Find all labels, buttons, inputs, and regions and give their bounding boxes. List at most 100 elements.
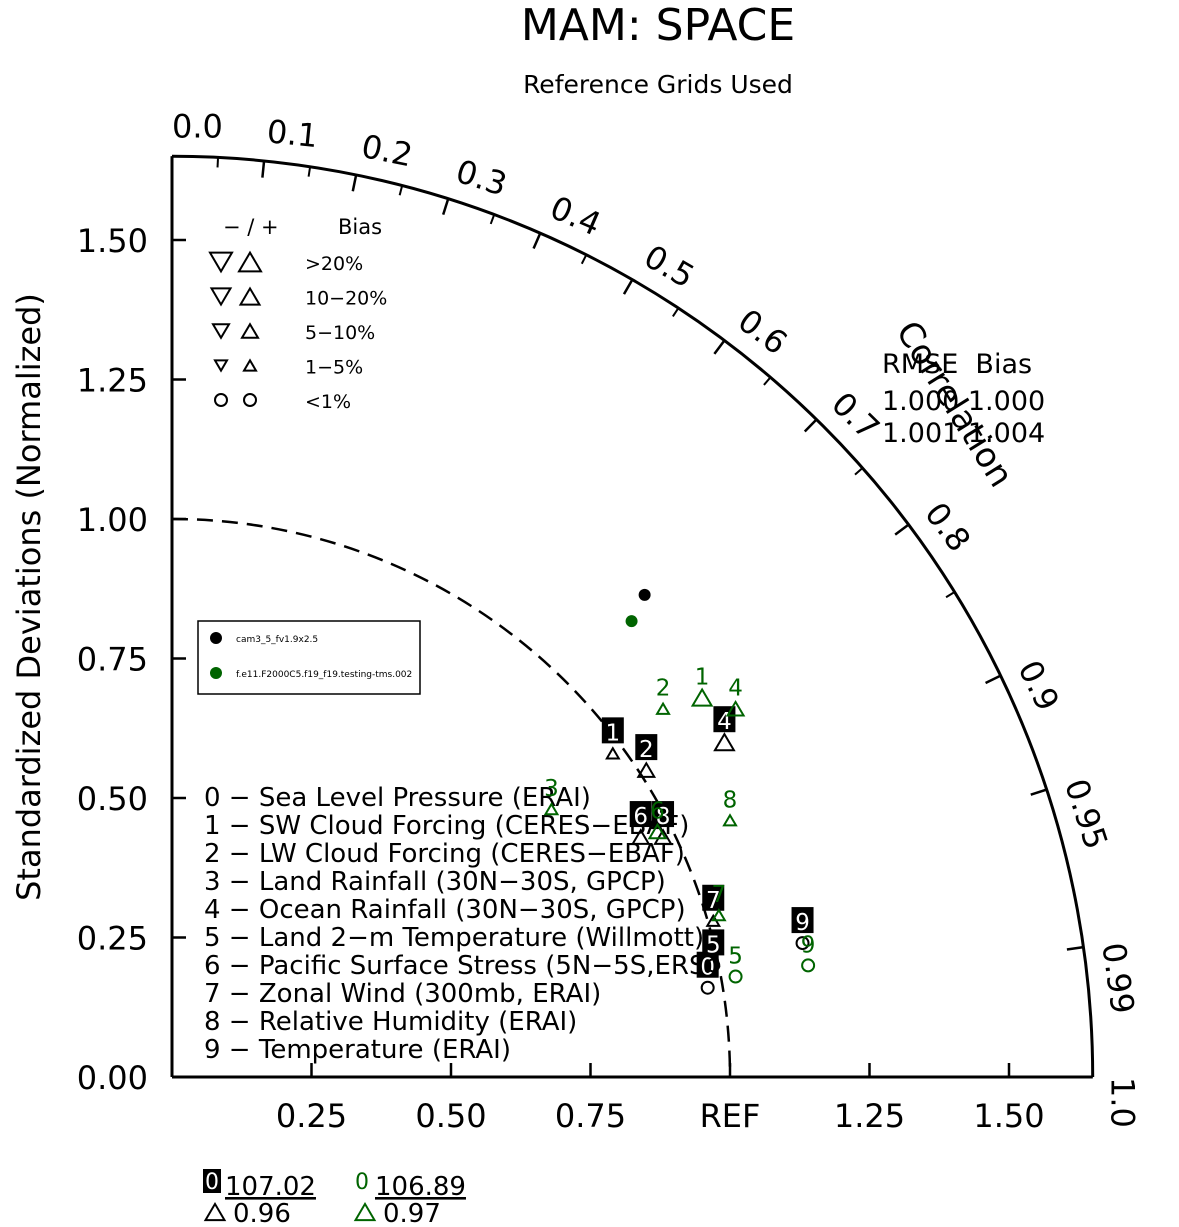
bias-legend-neg-marker [211, 323, 231, 340]
correlation-minor-tick [580, 254, 588, 265]
data-point-label-box [635, 734, 658, 761]
y-tick-label: 0.00 [77, 1059, 148, 1097]
bias-legend-neg-marker [214, 393, 228, 407]
data-point-marker [543, 802, 560, 816]
chart-title: MAM: SPACE [521, 0, 795, 51]
data-point-marker [706, 958, 721, 973]
bias-legend-pos-marker [242, 358, 258, 372]
bias-legend: − / + Bias >20% 10−20% 5−10% 1−5% <1% [208, 215, 387, 413]
off-plot-bias-marker [353, 1201, 377, 1222]
correlation-minor-tick [945, 591, 956, 599]
bias-legend-row-label: 10−20% [305, 288, 387, 310]
bias-legend-sign: − / + [223, 215, 279, 239]
data-point-label-box [702, 929, 725, 956]
correlation-minor-tick [489, 214, 496, 225]
data-point-marker [636, 761, 657, 778]
y-tick-label: 1.00 [77, 501, 148, 539]
correlation-tick [713, 339, 726, 355]
data-point-label: 1 [605, 720, 620, 746]
data-point-label-box [702, 884, 725, 911]
correlation-minor-tick [216, 157, 220, 168]
data-point-marker [605, 746, 621, 760]
y-tick-label: 0.25 [77, 920, 148, 958]
correlation-tick-label: 0.2 [358, 127, 415, 174]
ref-label: REF [700, 1097, 761, 1135]
data-point-label: 9 [801, 932, 816, 958]
correlation-tick-label: 0.9 [1010, 654, 1066, 716]
data-point-marker [722, 813, 738, 827]
correlation-minor-tick [672, 307, 680, 318]
correlation-tick-label: 0.3 [451, 152, 511, 204]
data-point-label: 2 [656, 676, 671, 702]
y-tick-label: 0.75 [77, 641, 148, 679]
correlation-tick [1066, 945, 1084, 951]
correlation-tick-label: 0.0 [172, 107, 223, 145]
bias-legend-row-label: >20% [305, 253, 363, 275]
data-point-marker [711, 908, 727, 922]
rmse-row-text: 1.000 1.000 [882, 386, 1045, 417]
series-legend-label: cam3_5_fv1.9x2.5 [236, 635, 318, 645]
correlation-tick [622, 279, 634, 295]
correlation-minor-tick [854, 467, 864, 476]
correlation-tick [532, 232, 542, 250]
data-point-marker [801, 958, 816, 973]
y-tick-label: 1.50 [77, 222, 148, 260]
data-point-marker [713, 732, 736, 752]
rmse-row-text: 1.001 1.004 [882, 418, 1045, 449]
off-plot-value: 107.02 [225, 1172, 316, 1202]
variable-list-item: 3 − Land Rainfall (30N−30S, GPCP) [204, 867, 666, 897]
off-plot-id-box [203, 1169, 221, 1193]
variable-list-item: 0 − Sea Level Pressure (ERAI) [204, 783, 591, 813]
correlation-tick [261, 160, 266, 178]
data-point-label-box [652, 801, 675, 828]
correlation-minor-tick [763, 376, 772, 386]
variable-list-item: 9 − Temperature (ERAI) [204, 1035, 511, 1065]
rmse-series-dot [625, 615, 638, 628]
bias-legend-row-label: 5−10% [305, 322, 375, 344]
rmse-header: RMSE Bias [882, 349, 1032, 380]
x-tick-label: 0.25 [276, 1097, 347, 1135]
variable-list-item: 8 − Relative Humidity (ERAI) [204, 1007, 577, 1037]
bias-legend-pos-marker [243, 393, 257, 407]
variable-list: 0 − Sea Level Pressure (ERAI)1 − SW Clou… [204, 783, 716, 1065]
correlation-tick [985, 674, 1002, 685]
data-point-marker [728, 969, 743, 984]
bias-legend-neg-marker [208, 251, 234, 274]
series-legend-dot [210, 667, 222, 679]
series-legend-label: f.e11.F2000C5.f19_f19.testing-tms.002 [236, 670, 412, 680]
correlation-tick [351, 174, 358, 192]
data-point-marker [647, 822, 668, 840]
data-point-marker [630, 828, 651, 845]
y-tick-label: 1.25 [77, 362, 148, 400]
data-point-label: 3 [544, 776, 559, 802]
data-point-label-box [791, 907, 814, 934]
correlation-tick-label: 0.99 [1094, 940, 1142, 1016]
variable-list-item: 1 − SW Cloud Forcing (CERES−EBAF) [204, 811, 689, 841]
x-tick-label: 0.50 [415, 1097, 486, 1135]
data-point-label: 1 [695, 665, 710, 691]
rmse-series-dot [638, 588, 651, 601]
variable-list-item: 4 − Ocean Rainfall (30N−30S, GPCP) [204, 895, 686, 925]
data-point-marker [795, 936, 810, 951]
x-tick-label: 1.50 [973, 1097, 1044, 1135]
variable-list-item: 7 − Zonal Wind (300mb, ERAI) [204, 979, 601, 1009]
outer-arc [171, 154, 1095, 1078]
correlation-minor-tick [307, 166, 312, 177]
series-legend-box [197, 620, 421, 695]
x-tick-label: 1.25 [834, 1097, 905, 1135]
off-plot-panel: 0 107.020.960 106.890.97 [203, 1169, 466, 1227]
correlation-tick-label: 0.1 [265, 112, 319, 155]
correlation-tick-label: 1.0 [1104, 1077, 1142, 1128]
data-point-label: 5 [728, 944, 743, 970]
correlation-tick [803, 418, 818, 433]
data-point-label: 8 [723, 787, 738, 813]
off-plot-bias-value: 0.97 [383, 1199, 441, 1227]
data-point-label: 6 [633, 804, 648, 830]
off-plot-id: 0 [355, 1170, 369, 1195]
correlation-tick-label: 0.4 [545, 188, 607, 243]
x-tick-label: 0.75 [555, 1097, 626, 1135]
variable-list-item: 2 − LW Cloud Forcing (CERES−EBAF) [204, 839, 685, 869]
